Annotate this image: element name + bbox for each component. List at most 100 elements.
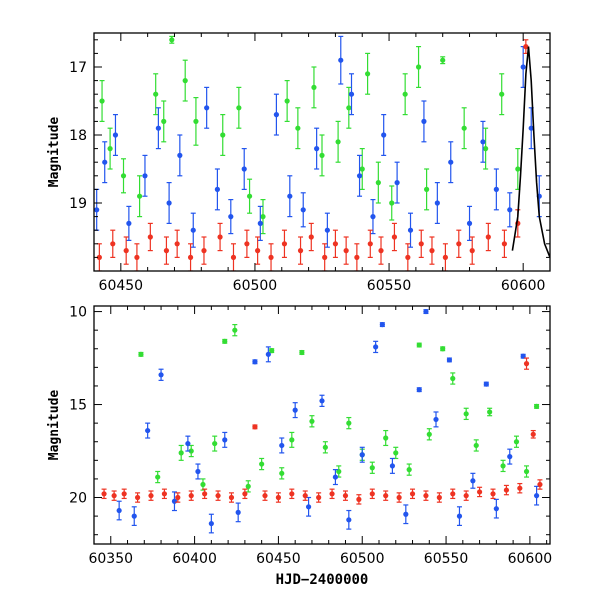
data-point xyxy=(378,248,384,254)
data-point xyxy=(257,220,263,226)
data-point xyxy=(111,493,117,499)
data-point xyxy=(416,387,422,393)
data-point xyxy=(314,146,320,152)
data-point xyxy=(158,372,164,378)
x-axis-title: HJD−2400000 xyxy=(276,572,369,588)
data-point xyxy=(161,491,168,497)
bottom-y-axis-title: Magnitude xyxy=(47,390,62,461)
data-point xyxy=(396,494,402,501)
data-point xyxy=(329,491,335,497)
data-point xyxy=(483,146,489,152)
data-point xyxy=(450,375,456,382)
data-point xyxy=(415,64,422,70)
data-point xyxy=(222,437,228,443)
data-point xyxy=(383,435,389,441)
data-point xyxy=(515,166,521,172)
bottom-tick-labels: 60350 60400 60450 60500 60550 60600 10 15 20 xyxy=(69,305,552,567)
data-point xyxy=(533,493,540,499)
data-point xyxy=(228,494,235,501)
data-point xyxy=(222,338,228,344)
series-2-group xyxy=(96,39,529,271)
data-point xyxy=(335,139,341,145)
data-point xyxy=(356,496,362,502)
data-point xyxy=(279,470,285,476)
data-point xyxy=(463,493,469,499)
data-point xyxy=(319,152,325,158)
x-tick-label: 60500 xyxy=(233,278,278,294)
data-point xyxy=(389,463,396,469)
data-point xyxy=(138,351,144,357)
data-point xyxy=(188,448,194,454)
data-point xyxy=(155,125,161,131)
series-2-group xyxy=(101,357,543,505)
data-point xyxy=(289,437,295,443)
data-point xyxy=(300,207,306,213)
data-point xyxy=(193,118,199,124)
data-point xyxy=(332,474,339,480)
data-point xyxy=(446,357,453,363)
data-point xyxy=(174,241,180,247)
data-point xyxy=(423,308,429,315)
data-point xyxy=(195,468,201,475)
data-point xyxy=(517,485,523,491)
data-point xyxy=(359,452,365,458)
data-point xyxy=(507,454,513,460)
top-panel: 60450 60500 60550 60600 17 18 19 Magnitude xyxy=(47,32,551,294)
data-point xyxy=(175,494,181,501)
x-tick-label: 60450 xyxy=(99,278,144,294)
data-point xyxy=(440,346,446,352)
data-point xyxy=(483,381,489,387)
data-point xyxy=(342,493,349,499)
data-point xyxy=(302,493,308,499)
series-0-group xyxy=(99,35,521,235)
data-point xyxy=(485,234,491,240)
data-point xyxy=(469,248,475,254)
top-plot-frame xyxy=(93,32,551,272)
data-point xyxy=(214,186,220,192)
data-point xyxy=(188,493,194,499)
data-point xyxy=(147,234,153,240)
data-point xyxy=(426,431,432,437)
data-point xyxy=(513,439,520,445)
data-point xyxy=(212,440,218,447)
data-point xyxy=(338,57,344,63)
data-point xyxy=(436,494,442,501)
x-tick-label: 60550 xyxy=(367,278,412,294)
data-point xyxy=(220,132,226,138)
data-point xyxy=(490,491,496,497)
model-curve xyxy=(511,46,550,258)
data-point xyxy=(343,248,349,254)
data-point xyxy=(242,491,248,497)
data-point xyxy=(499,91,505,97)
data-point xyxy=(182,78,188,84)
data-point xyxy=(530,431,536,437)
y-tick-label: 19 xyxy=(69,196,87,212)
x-tick-label: 60550 xyxy=(424,551,469,567)
data-point xyxy=(493,186,499,192)
y-tick-label: 18 xyxy=(69,128,87,144)
data-point xyxy=(121,491,127,497)
series-1-group xyxy=(116,308,540,534)
data-point xyxy=(456,513,463,519)
data-point xyxy=(367,241,373,247)
data-point xyxy=(533,403,540,410)
data-point xyxy=(346,517,352,523)
data-point xyxy=(369,465,375,471)
data-point xyxy=(418,241,424,247)
x-tick-label: 60500 xyxy=(340,551,385,567)
data-point xyxy=(523,361,530,367)
x-tick-label: 60450 xyxy=(256,551,301,567)
data-point xyxy=(292,407,298,413)
x-tick-label: 60350 xyxy=(88,551,133,567)
data-point xyxy=(299,349,305,356)
data-point xyxy=(373,344,379,350)
data-point xyxy=(268,254,274,260)
data-point xyxy=(134,494,141,501)
data-point xyxy=(403,511,409,517)
data-point xyxy=(480,139,486,145)
data-point xyxy=(153,91,159,97)
data-point xyxy=(120,173,127,179)
data-point xyxy=(246,193,253,199)
data-point xyxy=(107,146,113,152)
data-point xyxy=(473,442,479,449)
